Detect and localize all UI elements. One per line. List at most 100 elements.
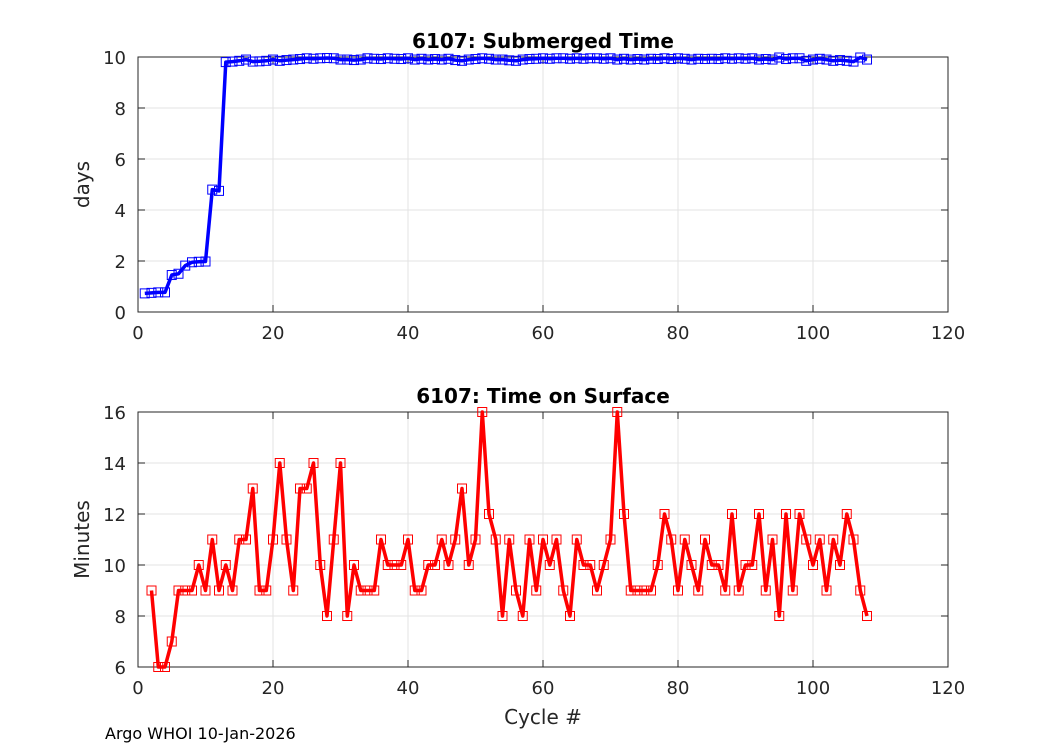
data-point bbox=[288, 54, 299, 65]
data-point bbox=[700, 534, 710, 545]
data-point bbox=[362, 585, 373, 596]
data-point bbox=[774, 611, 785, 621]
data-point bbox=[592, 585, 602, 596]
data-point bbox=[619, 53, 629, 64]
data-point bbox=[787, 585, 798, 596]
x-tick-label: 0 bbox=[132, 323, 143, 344]
data-point bbox=[686, 560, 697, 570]
data-point bbox=[862, 611, 872, 621]
data-point bbox=[632, 585, 643, 596]
x-tick-label: 120 bbox=[931, 678, 965, 699]
data-point bbox=[835, 560, 845, 570]
y-tick-label: 2 bbox=[115, 252, 126, 273]
data-point bbox=[578, 53, 589, 64]
data-point bbox=[207, 534, 218, 545]
data-point bbox=[376, 54, 386, 65]
data-point bbox=[794, 509, 805, 519]
data-point bbox=[187, 257, 197, 268]
data-point bbox=[841, 55, 852, 66]
data-point bbox=[470, 54, 481, 65]
data-point bbox=[760, 585, 771, 596]
data-point bbox=[160, 662, 170, 672]
data-point bbox=[531, 585, 542, 596]
data-point bbox=[288, 585, 299, 596]
data-point bbox=[146, 585, 157, 596]
data-point bbox=[457, 55, 467, 66]
data-point bbox=[828, 55, 839, 66]
y-axis-label: days bbox=[70, 161, 94, 208]
data-point bbox=[436, 534, 447, 545]
data-point bbox=[268, 54, 278, 65]
data-point bbox=[713, 560, 724, 570]
data-point bbox=[598, 560, 609, 570]
data-point bbox=[733, 585, 744, 596]
data-point bbox=[295, 483, 305, 494]
data-point bbox=[787, 53, 798, 64]
data-point bbox=[612, 54, 623, 65]
data-point bbox=[416, 585, 427, 596]
data-point bbox=[585, 560, 596, 570]
data-point bbox=[706, 53, 717, 64]
data-point bbox=[484, 509, 494, 519]
y-axis-label: Minutes bbox=[70, 500, 94, 579]
data-point bbox=[436, 54, 447, 65]
data-point bbox=[261, 55, 272, 66]
data-point bbox=[558, 585, 569, 596]
data-point bbox=[463, 560, 474, 570]
data-point bbox=[227, 585, 238, 596]
data-point bbox=[571, 53, 582, 64]
data-point bbox=[781, 54, 791, 65]
data-point bbox=[538, 534, 548, 545]
data-point bbox=[774, 52, 785, 63]
data-point bbox=[173, 268, 184, 279]
data-point bbox=[666, 534, 677, 545]
data-point bbox=[801, 534, 812, 545]
surface-time-panel: 0 20 40 60 80 100 120 6 8 10 12 14 16 6107: Time on S… bbox=[70, 384, 965, 729]
data-point bbox=[571, 534, 582, 545]
data-point bbox=[328, 534, 339, 545]
data-point bbox=[362, 53, 373, 64]
data-point bbox=[477, 407, 488, 417]
data-point bbox=[409, 585, 420, 596]
data-point bbox=[477, 53, 488, 64]
series-line bbox=[144, 55, 868, 296]
y-tick-label: 16 bbox=[103, 403, 126, 424]
data-point bbox=[619, 509, 629, 519]
x-tick-label: 40 bbox=[397, 323, 420, 344]
data-point bbox=[754, 509, 764, 519]
data-point bbox=[403, 534, 413, 545]
data-point bbox=[328, 53, 339, 64]
data-point bbox=[814, 534, 825, 545]
data-point bbox=[490, 534, 501, 545]
data-point bbox=[322, 53, 332, 64]
data-point bbox=[639, 585, 650, 596]
data-point bbox=[335, 54, 346, 65]
data-point bbox=[200, 585, 211, 596]
x-tick-label: 0 bbox=[132, 678, 143, 699]
data-point bbox=[517, 54, 528, 65]
data-point bbox=[740, 560, 751, 570]
y-tick-label: 0 bbox=[115, 303, 126, 324]
data-point bbox=[301, 483, 312, 494]
data-point bbox=[342, 54, 353, 65]
data-point bbox=[720, 585, 731, 596]
data-point bbox=[551, 534, 562, 545]
data-point bbox=[693, 585, 704, 596]
data-point bbox=[254, 585, 265, 596]
data-point bbox=[646, 53, 656, 64]
x-tick-label: 80 bbox=[667, 678, 690, 699]
data-point bbox=[855, 52, 866, 63]
data-point bbox=[666, 54, 677, 65]
data-point bbox=[389, 53, 400, 64]
data-point bbox=[139, 288, 150, 299]
data-point bbox=[747, 53, 758, 64]
data-point bbox=[193, 256, 204, 267]
data-point bbox=[578, 560, 589, 570]
x-axis-label: Cycle # bbox=[504, 705, 582, 729]
data-point bbox=[733, 53, 744, 64]
data-point bbox=[274, 458, 285, 468]
data-point bbox=[349, 55, 359, 66]
data-point bbox=[673, 585, 683, 596]
data-point bbox=[740, 53, 751, 64]
